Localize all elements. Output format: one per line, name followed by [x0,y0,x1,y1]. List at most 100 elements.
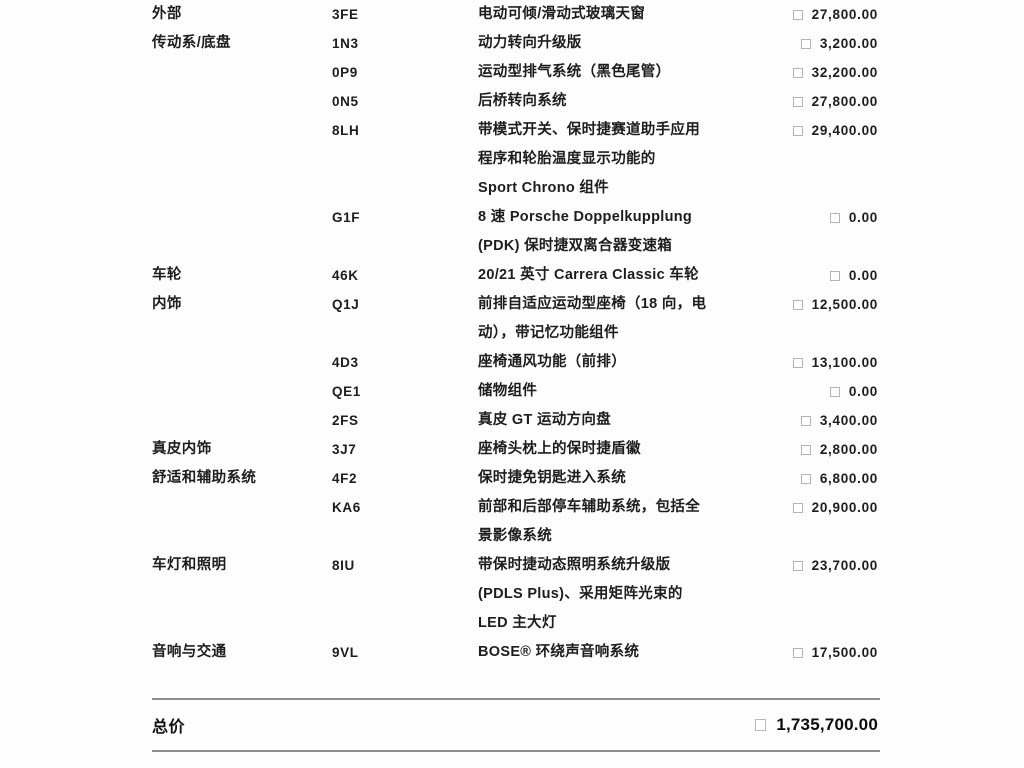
total-top-rule [152,698,880,700]
option-price-cell: 3,200.00 [728,29,880,58]
option-price-cell: 32,200.00 [728,58,880,87]
option-code: 1N3 [332,36,359,51]
option-price: 13,100.00 [811,355,878,370]
option-price-cell: 20,900.00 [728,493,880,522]
option-code: KA6 [332,500,361,515]
option-price-cell: 2,800.00 [728,435,880,464]
description-continuation-text: LED 主大灯 [478,615,557,631]
option-checkbox-icon[interactable] [800,415,811,426]
option-price: 6,800.00 [819,471,878,486]
description-continuation-text: (PDK) 保时捷双离合器变速箱 [478,238,673,254]
option-checkbox-icon[interactable] [792,357,803,368]
option-price: 3,400.00 [819,413,878,428]
option-price-cell: 27,800.00 [728,0,880,29]
option-checkbox-icon[interactable] [829,270,840,281]
table-row[interactable]: 外部 3FE 电动可倾/滑动式玻璃天窗 27,800.00 [152,0,880,29]
table-row[interactable]: 车灯和照明 8IU 带保时捷动态照明系统升级版 23,700.00 [152,551,880,580]
option-code: 8IU [332,558,355,573]
option-checkbox-icon[interactable] [800,473,811,484]
table-row[interactable]: 音响与交通 9VL BOSE® 环绕声音响系统 17,500.00 [152,638,880,667]
option-checkbox-icon[interactable] [800,444,811,455]
option-price: 27,800.00 [811,94,878,109]
option-code: Q1J [332,297,360,312]
option-category: 传动系/底盘 [152,35,231,51]
option-checkbox-icon[interactable] [800,38,811,49]
table-row[interactable]: 2FS 真皮 GT 运动方向盘 3,400.00 [152,406,880,435]
table-row[interactable]: 真皮内饰 3J7 座椅头枕上的保时捷盾徽 2,800.00 [152,435,880,464]
option-description: 20/21 英寸 Carrera Classic 车轮 [478,267,699,283]
total-bottom-rule [152,750,880,752]
option-category: 车轮 [152,267,182,283]
option-description: 储物组件 [478,383,538,399]
option-checkbox-icon[interactable] [792,96,803,107]
option-code: 0N5 [332,94,359,109]
option-description: 真皮 GT 运动方向盘 [478,412,611,428]
option-checkbox-icon[interactable] [792,560,803,571]
options-table: 外部 3FE 电动可倾/滑动式玻璃天窗 27,800.00 传动系/底盘 1N3 动力转向升… [152,0,880,667]
table-row[interactable]: 车轮 46K 20/21 英寸 Carrera Classic 车轮 0.00 [152,261,880,290]
description-continuation-text: (PDLS Plus)、采用矩阵光束的 [478,586,683,602]
option-category: 舒适和辅助系统 [152,470,257,486]
total-amount: 1,735,700.00 [776,715,878,734]
table-row[interactable]: QE1 储物组件 0.00 [152,377,880,406]
table-row[interactable]: 4D3 座椅通风功能（前排） 13,100.00 [152,348,880,377]
option-price-cell: 27,800.00 [728,87,880,116]
option-code: 9VL [332,645,359,660]
option-checkbox-icon[interactable] [829,386,840,397]
description-continuation-text: 动），带记忆功能组件 [478,325,619,341]
option-price: 29,400.00 [811,123,878,138]
option-code: G1F [332,210,361,225]
option-price: 0.00 [848,384,878,399]
option-checkbox-icon[interactable] [829,212,840,223]
description-continuation-row: (PDLS Plus)、采用矩阵光束的 [152,580,880,609]
option-code: 4D3 [332,355,359,370]
option-price-cell: 0.00 [728,377,880,406]
table-row[interactable]: 0N5 后桥转向系统 27,800.00 [152,87,880,116]
table-row[interactable]: G1F 8 速 Porsche Doppelkupplung 0.00 [152,203,880,232]
option-description: 带模式开关、保时捷赛道助手应用 [478,122,700,138]
description-continuation-row: LED 主大灯 [152,609,880,638]
option-category: 真皮内饰 [152,441,212,457]
option-price: 0.00 [848,210,878,225]
option-checkbox-icon[interactable] [792,502,803,513]
table-row[interactable]: 0P9 运动型排气系统（黑色尾管） 32,200.00 [152,58,880,87]
option-price: 23,700.00 [811,558,878,573]
option-checkbox-icon[interactable] [792,67,803,78]
table-row[interactable]: 8LH 带模式开关、保时捷赛道助手应用 29,400.00 [152,116,880,145]
description-continuation-text: 程序和轮胎温度显示功能的 [478,151,656,167]
option-price: 32,200.00 [811,65,878,80]
option-description: 动力转向升级版 [478,35,582,51]
option-category: 外部 [152,6,182,22]
option-price-cell: 29,400.00 [728,116,880,145]
table-row[interactable]: 内饰 Q1J 前排自适应运动型座椅（18 向，电 12,500.00 [152,290,880,319]
option-category: 车灯和照明 [152,557,227,573]
option-price-cell: 13,100.00 [728,348,880,377]
table-row[interactable]: 舒适和辅助系统 4F2 保时捷免钥匙进入系统 6,800.00 [152,464,880,493]
option-price-cell: 3,400.00 [728,406,880,435]
option-checkbox-icon[interactable] [792,125,803,136]
option-checkbox-icon[interactable] [792,647,803,658]
option-price-cell: 0.00 [728,203,880,232]
option-checkbox-icon[interactable] [792,9,803,20]
option-price: 17,500.00 [811,645,878,660]
option-price: 0.00 [848,268,878,283]
option-description: 运动型排气系统（黑色尾管） [478,64,671,80]
option-description: 后桥转向系统 [478,93,567,109]
option-checkbox-icon[interactable] [792,299,803,310]
description-continuation-row: (PDK) 保时捷双离合器变速箱 [152,232,880,261]
option-description: 带保时捷动态照明系统升级版 [478,557,671,573]
option-description: BOSE® 环绕声音响系统 [478,644,640,660]
option-code: 46K [332,268,359,283]
option-code: 3FE [332,7,359,22]
option-category: 内饰 [152,296,182,312]
table-row[interactable]: KA6 前部和后部停车辅助系统，包括全 20,900.00 [152,493,880,522]
option-code: 0P9 [332,65,358,80]
table-row[interactable]: 传动系/底盘 1N3 动力转向升级版 3,200.00 [152,29,880,58]
option-price-cell: 12,500.00 [728,290,880,319]
description-continuation-row: 景影像系统 [152,522,880,551]
option-description: 保时捷免钥匙进入系统 [478,470,626,486]
total-checkbox-icon[interactable] [755,719,767,731]
option-code: 2FS [332,413,359,428]
option-description: 座椅头枕上的保时捷盾徽 [478,441,641,457]
